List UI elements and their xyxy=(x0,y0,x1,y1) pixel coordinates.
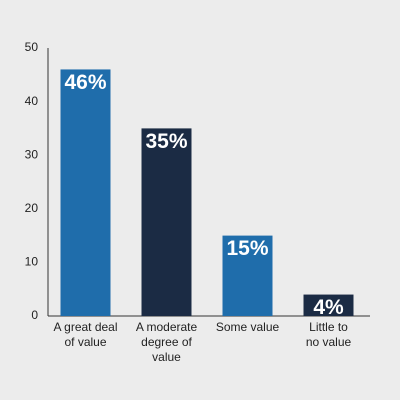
bar xyxy=(141,128,192,316)
value-label: 15% xyxy=(226,237,268,260)
value-label: 35% xyxy=(145,130,187,153)
x-tick-label: A great deal of value xyxy=(53,320,117,349)
y-tick-label: 40 xyxy=(25,94,39,108)
y-tick-label: 50 xyxy=(25,40,39,54)
bar xyxy=(60,69,111,316)
bar xyxy=(222,235,273,316)
y-tick-label: 30 xyxy=(25,147,39,161)
y-tick-label: 20 xyxy=(25,201,39,215)
value-label: 4% xyxy=(313,296,344,319)
x-tick-label: Some value xyxy=(216,320,280,334)
x-tick-label: A moderate degree of value xyxy=(136,320,198,364)
value-label: 46% xyxy=(64,71,106,94)
y-tick-label: 10 xyxy=(25,255,39,269)
y-tick-label: 0 xyxy=(31,308,38,322)
x-tick-label: Little to no value xyxy=(306,320,352,349)
bar xyxy=(303,294,354,316)
